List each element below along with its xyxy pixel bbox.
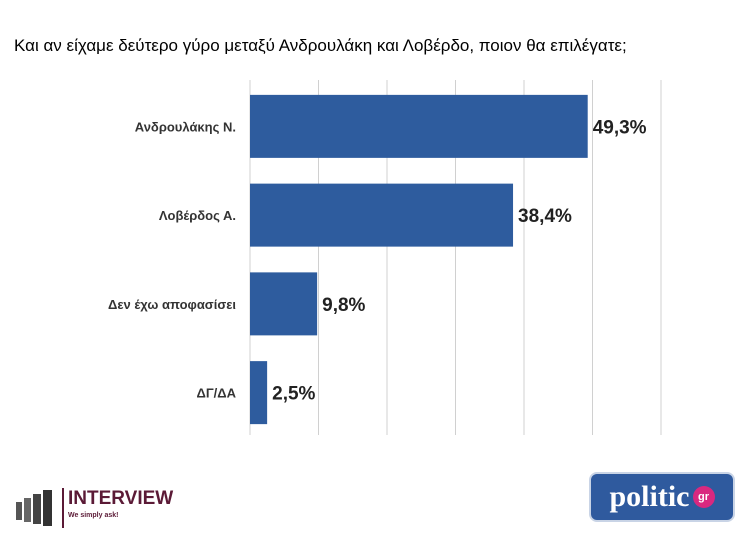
interview-logo-icon — [16, 490, 52, 526]
data-label: 9,8% — [322, 295, 365, 316]
bar — [250, 272, 318, 336]
bar — [250, 94, 588, 158]
interview-tagline: We simply ask! — [68, 512, 119, 519]
data-label: 2,5% — [272, 384, 315, 405]
category-label: Ανδρουλάκης Ν. — [135, 119, 236, 134]
chart-title: Και αν είχαμε δεύτερο γύρο μεταξύ Ανδρου… — [14, 36, 627, 55]
category-label: Λοβέρδος Α. — [159, 208, 236, 223]
interview-logo-divider — [62, 488, 64, 528]
bar-chart: Ανδρουλάκης Ν. 49,3% Λοβέρδος Α. 38,4% Δεν έ… — [108, 80, 662, 435]
category-label: Δεν έχω αποφασίσει — [108, 297, 236, 312]
politic-logo: politic gr — [589, 472, 735, 522]
data-label: 38,4% — [518, 206, 572, 227]
category-label: ΔΓ/ΔΑ — [196, 386, 236, 401]
bar — [250, 183, 514, 247]
politic-logo-suffix: gr — [692, 486, 715, 508]
data-label: 49,3% — [593, 117, 647, 138]
interview-logo-text-block: INTERVIEW We simply ask! — [68, 488, 173, 520]
interview-logo: INTERVIEW We simply ask! — [14, 488, 194, 530]
politic-logo-text: politic — [609, 480, 690, 513]
interview-logo-text: INTERVIEW — [68, 488, 174, 509]
bar — [250, 361, 268, 425]
